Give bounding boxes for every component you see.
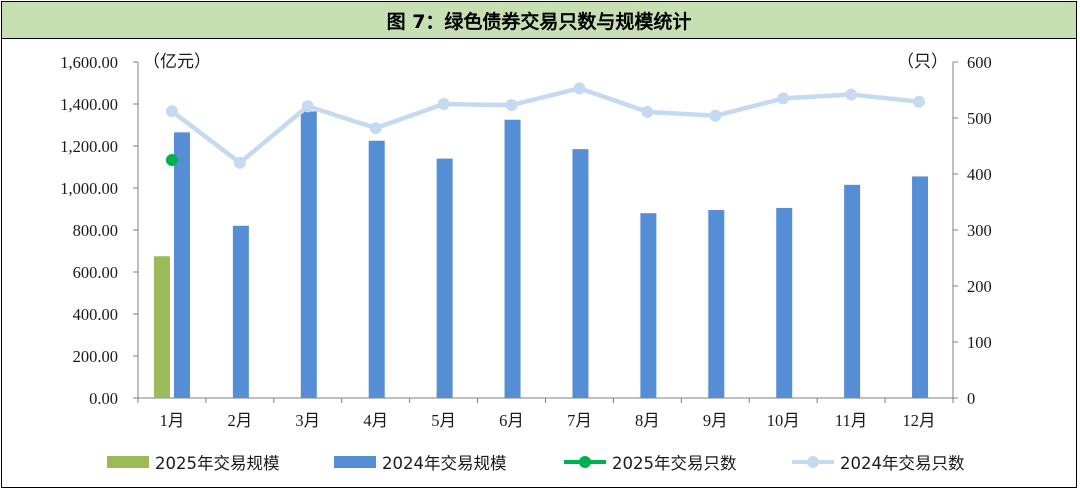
bar-2024-volume [844, 184, 861, 398]
right-tick-label: 100 [967, 333, 992, 352]
x-tick-label: 3月 [295, 411, 320, 430]
legend-swatch-marker [579, 456, 591, 468]
left-tick-label: 200.00 [73, 347, 118, 366]
right-tick-label: 200 [967, 277, 992, 296]
point-2024-count [709, 109, 722, 122]
left-tick-label: 800.00 [73, 221, 118, 240]
right-tick-label: 600 [967, 53, 992, 72]
bar-2024-volume [232, 225, 249, 398]
bar-2024-volume [173, 132, 190, 398]
left-tick-label: 1,400.00 [60, 95, 118, 114]
x-tick-label: 4月 [363, 411, 388, 430]
legend-swatch-2025-count [564, 456, 606, 468]
point-2024-count [369, 122, 382, 135]
x-tick-label: 6月 [499, 411, 524, 430]
legend-label-2025-count: 2025年交易只数 [612, 454, 737, 473]
left-tick-label: 1,600.00 [60, 53, 118, 72]
left-tick-label: 1,200.00 [60, 137, 118, 156]
point-2024-count [573, 82, 586, 95]
right-tick-label: 300 [967, 221, 992, 240]
right-tick-label: 400 [967, 165, 992, 184]
bar-2024-volume [640, 213, 657, 398]
legend-item-2025-count: 2025年交易只数 [562, 448, 737, 476]
legend-item-2025-volume: 2025年交易规模 [107, 448, 280, 476]
chart-title: 图 7：绿色债券交易只数与规模统计 [2, 2, 1076, 39]
left-tick-label: 400.00 [73, 305, 118, 324]
x-tick-label: 8月 [635, 411, 660, 430]
right-tick-label: 500 [967, 109, 992, 128]
bar-2024-volume [776, 207, 793, 398]
x-tick-label: 9月 [703, 411, 728, 430]
x-tick-label: 10月 [767, 411, 800, 430]
point-2024-count [913, 95, 926, 108]
legend: 2025年交易规模 2024年交易规模 2025年交易只数 2024年交易只数 [0, 448, 1080, 476]
point-2024-count [233, 156, 246, 169]
point-2024-count [641, 105, 654, 118]
point-2024-count [437, 98, 450, 110]
point-2024-count [301, 100, 314, 113]
x-tick-label: 1月 [160, 411, 185, 430]
x-tick-label: 2月 [228, 411, 253, 430]
legend-swatch-2024-volume [334, 456, 376, 468]
left-tick-label: 1,000.00 [60, 179, 118, 198]
x-tick-label: 12月 [903, 411, 936, 430]
legend-label-2024-count: 2024年交易只数 [840, 454, 965, 473]
bar-2024-volume [300, 111, 317, 398]
legend-label-2025-volume: 2025年交易规模 [155, 454, 280, 473]
bar-2024-volume [368, 140, 385, 398]
bar-2024-volume [912, 176, 929, 398]
bar-2025-volume [153, 256, 170, 398]
line-2024-count [170, 86, 920, 166]
left-axis-unit: （亿元） [143, 52, 211, 72]
bar-2024-volume [708, 210, 725, 398]
bar-2024-volume [436, 158, 453, 398]
left-tick-label: 600.00 [73, 263, 118, 282]
legend-swatch-2025-volume [107, 456, 149, 468]
point-2024-count [845, 88, 858, 101]
legend-item-2024-volume: 2024年交易规模 [334, 448, 507, 476]
x-tick-label: 7月 [567, 411, 592, 430]
x-tick-label: 11月 [835, 411, 867, 430]
right-tick-label: 0 [967, 389, 975, 408]
legend-label-2024-volume: 2024年交易规模 [382, 454, 507, 473]
right-axis-unit: （只） [897, 52, 948, 72]
point-2024-count [165, 105, 178, 118]
point-2025-count [165, 154, 178, 166]
x-tick-label: 5月 [431, 411, 456, 430]
legend-swatch-2024-count [792, 456, 834, 468]
left-tick-label: 0.00 [89, 389, 118, 408]
bar-2024-volume [572, 149, 589, 398]
point-2024-count [505, 99, 518, 112]
legend-item-2024-count: 2024年交易只数 [790, 448, 965, 476]
legend-swatch-marker [807, 456, 819, 468]
point-2024-count [777, 92, 790, 105]
bar-2024-volume [504, 119, 521, 398]
